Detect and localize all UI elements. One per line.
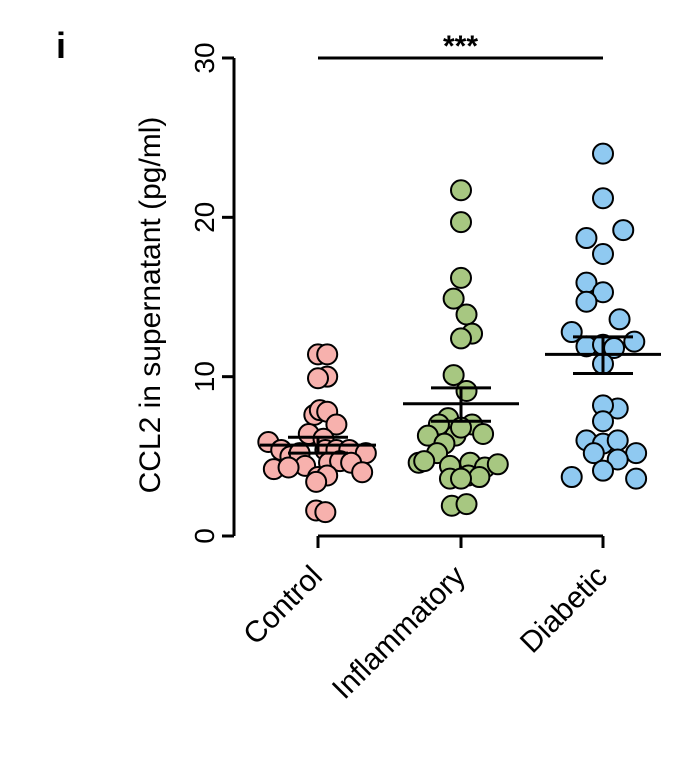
data-point-diabetic-17 [592,410,614,433]
x-tick-label-inflammatory: Inflammatory [326,560,472,706]
data-point-inflammatory-0 [450,179,472,202]
y-tick-label-10: 10 [189,361,220,392]
data-point-inflammatory-6 [450,327,472,350]
y-tick-label-20: 20 [189,202,220,233]
y-tick-label-0: 0 [189,528,220,544]
data-point-control-24 [351,461,374,484]
significance-bracket: *** [318,30,603,63]
data-point-inflammatory-21 [413,450,436,473]
data-point-diabetic-24 [592,459,614,482]
y-axis-label: CCL2 in supernatant (pg/ml) [134,117,167,494]
data-point-inflammatory-27 [450,467,472,490]
data-point-diabetic-1 [592,187,614,210]
data-point-control-1 [316,343,339,366]
data-point-diabetic-21 [582,442,605,465]
mean-sem-bars [260,335,661,455]
y-ticks: 0 10 20 30 [189,42,234,544]
panel-label: i [56,25,66,66]
data-point-diabetic-6 [592,281,614,304]
x-tick-label-diabetic: Diabetic [514,560,614,660]
data-point-inflammatory-26 [468,466,491,489]
data-point-control-3 [307,367,329,390]
data-point-diabetic-2 [575,227,598,250]
significance-label: *** [443,30,478,63]
data-point-control-29 [314,501,337,524]
y-axis: 0 10 20 30 [189,42,236,544]
data-point-diabetic-4 [612,219,635,242]
data-point-inflammatory-29 [455,493,478,516]
data-points [257,142,648,524]
data-point-inflammatory-2 [450,266,472,289]
data-point-diabetic-3 [592,242,614,265]
data-point-inflammatory-1 [450,211,472,234]
data-point-inflammatory-14 [472,423,495,446]
data-point-control-27 [305,470,328,493]
data-point-diabetic-26 [625,467,648,490]
data-point-inflammatory-22 [486,453,509,476]
data-point-diabetic-13 [623,330,646,353]
data-point-diabetic-7 [575,290,598,313]
data-point-diabetic-20 [606,429,629,452]
data-point-diabetic-23 [606,448,629,471]
data-point-diabetic-8 [608,308,631,331]
data-point-diabetic-22 [625,442,648,465]
data-point-control-7 [325,413,348,436]
data-point-inflammatory-7 [442,364,465,387]
data-point-control-20 [277,456,300,479]
data-point-inflammatory-3 [442,287,465,310]
data-point-diabetic-25 [560,466,583,489]
data-point-inflammatory-4 [455,303,478,326]
y-tick-label-30: 30 [189,42,220,73]
x-tick-label-control: Control [237,560,329,652]
data-point-diabetic-0 [592,142,614,165]
